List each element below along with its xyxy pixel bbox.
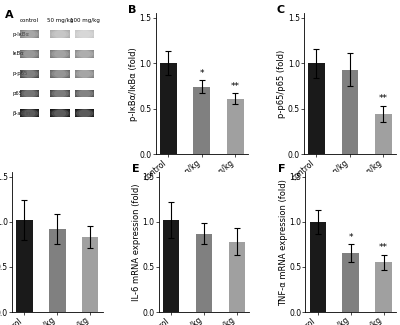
Text: control: control	[20, 18, 39, 22]
Ellipse shape	[52, 89, 69, 98]
Ellipse shape	[54, 109, 72, 118]
Bar	[75, 90, 94, 97]
Bar	[160, 63, 176, 154]
Ellipse shape	[21, 89, 38, 98]
Bar	[310, 222, 326, 312]
Bar	[20, 30, 39, 38]
Ellipse shape	[78, 30, 96, 38]
Bar	[342, 70, 358, 154]
Ellipse shape	[24, 30, 41, 38]
Ellipse shape	[49, 109, 66, 118]
Bar	[50, 70, 70, 78]
Ellipse shape	[76, 70, 93, 78]
Ellipse shape	[76, 50, 93, 58]
Ellipse shape	[73, 109, 91, 118]
Text: **: **	[379, 243, 388, 253]
Text: **: **	[231, 82, 240, 91]
Bar	[75, 30, 94, 38]
Ellipse shape	[18, 89, 36, 98]
Bar	[75, 110, 94, 117]
Y-axis label: p-IκBα/IκBα (fold): p-IκBα/IκBα (fold)	[129, 47, 138, 121]
Ellipse shape	[24, 50, 41, 58]
Ellipse shape	[49, 89, 66, 98]
Text: A: A	[5, 10, 14, 20]
Ellipse shape	[21, 109, 38, 118]
Ellipse shape	[21, 30, 38, 38]
Bar	[49, 229, 66, 312]
Ellipse shape	[21, 50, 38, 58]
Ellipse shape	[54, 30, 72, 38]
Bar	[227, 99, 244, 154]
Ellipse shape	[54, 70, 72, 78]
Bar	[75, 50, 94, 58]
Bar	[50, 110, 70, 117]
Ellipse shape	[52, 50, 69, 58]
Ellipse shape	[49, 30, 66, 38]
Text: *: *	[200, 69, 204, 78]
Ellipse shape	[73, 89, 91, 98]
Ellipse shape	[54, 50, 72, 58]
Ellipse shape	[73, 50, 91, 58]
Bar	[20, 50, 39, 58]
Bar	[342, 254, 359, 312]
Bar	[20, 110, 39, 117]
Bar	[20, 90, 39, 97]
Bar	[16, 220, 32, 312]
Text: F: F	[278, 164, 286, 174]
Bar	[20, 70, 39, 78]
Text: p-IκBα: p-IκBα	[12, 32, 29, 37]
Y-axis label: TNF-α mRNA expression (fold): TNF-α mRNA expression (fold)	[279, 179, 288, 306]
Ellipse shape	[21, 70, 38, 78]
Ellipse shape	[73, 70, 91, 78]
Text: E: E	[132, 164, 139, 174]
Bar	[308, 63, 325, 154]
Ellipse shape	[78, 89, 96, 98]
Ellipse shape	[18, 50, 36, 58]
Bar	[50, 50, 70, 58]
Ellipse shape	[73, 30, 91, 38]
Bar	[376, 262, 392, 312]
Ellipse shape	[18, 70, 36, 78]
Bar	[82, 237, 98, 312]
Ellipse shape	[78, 109, 96, 118]
Y-axis label: IL-6 mRNA expression (fold): IL-6 mRNA expression (fold)	[132, 183, 141, 301]
Bar	[50, 90, 70, 97]
Text: **: **	[379, 94, 388, 103]
Ellipse shape	[24, 70, 41, 78]
Ellipse shape	[78, 70, 96, 78]
Ellipse shape	[78, 50, 96, 58]
Ellipse shape	[76, 109, 93, 118]
Text: β-actin: β-actin	[12, 111, 31, 116]
Ellipse shape	[49, 50, 66, 58]
Ellipse shape	[24, 109, 41, 118]
Bar	[50, 30, 70, 38]
Ellipse shape	[54, 89, 72, 98]
Ellipse shape	[24, 89, 41, 98]
Ellipse shape	[52, 70, 69, 78]
Bar	[193, 87, 210, 154]
Text: p-p65: p-p65	[12, 71, 28, 76]
Ellipse shape	[76, 89, 93, 98]
Bar	[163, 220, 179, 312]
Bar	[229, 242, 245, 312]
Text: p65: p65	[12, 91, 22, 96]
Y-axis label: p-p65/p65 (fold): p-p65/p65 (fold)	[277, 49, 286, 118]
Ellipse shape	[18, 30, 36, 38]
Bar	[375, 114, 392, 154]
Text: B: B	[128, 5, 136, 15]
Bar	[196, 234, 212, 312]
Text: 50 mg/kg: 50 mg/kg	[47, 18, 73, 22]
Ellipse shape	[52, 109, 69, 118]
Bar	[75, 70, 94, 78]
Ellipse shape	[18, 109, 36, 118]
Ellipse shape	[52, 30, 69, 38]
Text: 100 mg/kg: 100 mg/kg	[70, 18, 100, 22]
Text: IκBα: IκBα	[12, 51, 24, 57]
Text: *: *	[348, 233, 353, 242]
Ellipse shape	[76, 30, 93, 38]
Text: C: C	[276, 5, 284, 15]
Ellipse shape	[49, 70, 66, 78]
